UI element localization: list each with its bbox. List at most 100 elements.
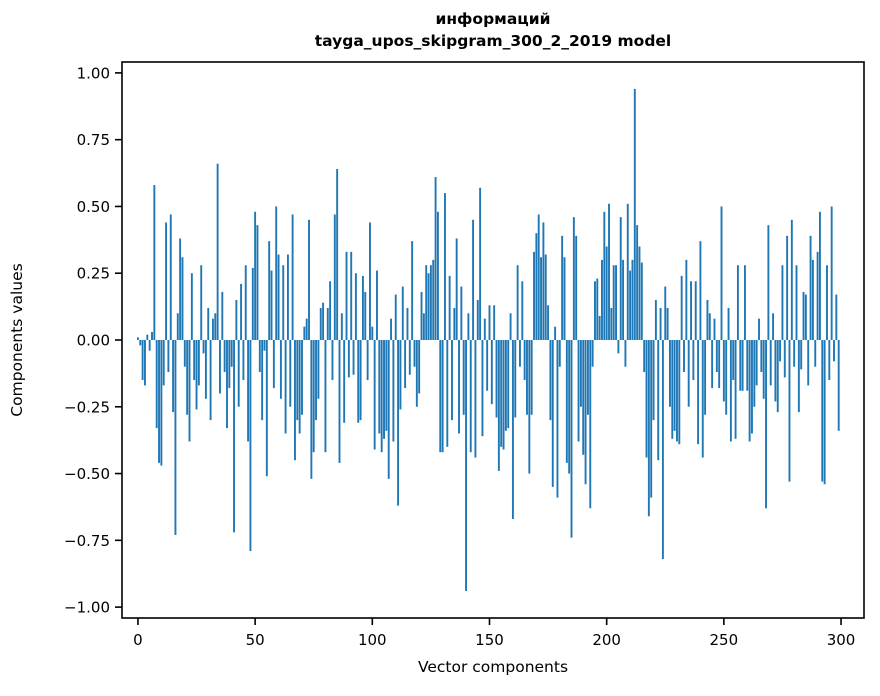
bar — [347, 340, 350, 378]
bar — [790, 219, 793, 340]
bar — [425, 265, 428, 340]
bar — [434, 177, 437, 340]
bar — [204, 340, 207, 399]
bar — [652, 340, 655, 421]
bar — [638, 246, 641, 340]
bar — [568, 340, 571, 474]
bar — [657, 340, 660, 461]
bar — [715, 340, 718, 373]
bar — [596, 278, 599, 340]
y-tick-label: −0.50 — [64, 465, 110, 483]
bar — [673, 340, 676, 431]
x-tick-label: 100 — [358, 631, 387, 649]
bar — [776, 340, 779, 413]
bar — [240, 283, 243, 340]
bar — [680, 275, 683, 340]
bar — [331, 340, 334, 381]
bar — [415, 340, 418, 407]
bar — [758, 318, 760, 340]
y-tick-label: −1.00 — [64, 599, 110, 617]
bar — [739, 340, 742, 391]
chart-title-model: tayga_upos_skipgram_300_2_2019 model — [314, 32, 672, 50]
chart-title: информаций tayga_upos_skipgram_300_2_201… — [122, 8, 864, 52]
bar — [277, 254, 280, 340]
bar — [544, 254, 547, 340]
bar — [519, 340, 521, 367]
y-tick-label: −0.75 — [64, 532, 110, 550]
bar — [495, 340, 498, 418]
bar — [823, 340, 826, 485]
bar — [788, 340, 791, 482]
bar — [422, 313, 425, 340]
bar — [397, 340, 400, 506]
bar — [751, 340, 753, 434]
x-tick-label: 200 — [592, 631, 621, 649]
bar — [814, 340, 817, 367]
bar — [793, 340, 796, 367]
bar — [795, 265, 798, 340]
bar — [626, 203, 629, 340]
bar — [811, 259, 814, 340]
bar — [558, 340, 561, 367]
bar — [242, 340, 245, 381]
bar — [308, 219, 310, 340]
bar — [678, 340, 681, 445]
bar — [631, 259, 634, 340]
bar — [237, 340, 240, 407]
bar — [608, 203, 610, 340]
x-tick-label: 150 — [475, 631, 504, 649]
bar — [136, 337, 139, 340]
bar — [333, 214, 336, 340]
bar — [371, 326, 374, 340]
bar — [186, 340, 189, 415]
bar — [256, 225, 259, 340]
bar — [465, 340, 467, 592]
bar — [359, 340, 362, 421]
bar — [523, 340, 526, 381]
bar — [174, 340, 177, 535]
bar — [511, 340, 514, 519]
bar — [221, 291, 224, 340]
bar — [153, 185, 156, 340]
bar — [640, 262, 643, 340]
bar — [549, 340, 552, 421]
bar — [244, 265, 247, 340]
y-tick-label: 0.50 — [77, 198, 110, 216]
bar — [460, 286, 463, 340]
bar — [462, 340, 465, 415]
bar — [270, 270, 273, 340]
bar — [818, 211, 821, 340]
bar — [303, 326, 306, 340]
bar — [729, 340, 732, 442]
bar — [727, 307, 730, 340]
x-axis-label: Vector components — [417, 658, 569, 676]
bar — [586, 340, 589, 415]
bar — [718, 340, 721, 389]
bar — [589, 340, 592, 509]
bar — [275, 206, 278, 340]
bar — [743, 265, 746, 340]
x-tick-label: 250 — [710, 631, 739, 649]
bar — [687, 340, 690, 407]
bar — [807, 340, 810, 386]
bar — [765, 340, 767, 509]
bar — [162, 340, 165, 386]
bar — [408, 340, 411, 375]
bar — [476, 299, 479, 340]
bar — [584, 340, 587, 485]
bar — [755, 340, 758, 386]
bar — [404, 340, 407, 389]
bar — [666, 307, 669, 340]
bar — [394, 294, 397, 340]
bar — [261, 340, 264, 421]
bar — [786, 235, 789, 340]
bar — [509, 313, 512, 340]
bar — [472, 219, 475, 340]
bar — [211, 318, 214, 340]
bar — [746, 340, 749, 391]
bar — [722, 340, 725, 402]
bar — [830, 206, 833, 340]
y-tick-label: 0.25 — [77, 265, 110, 283]
bar — [305, 318, 308, 340]
bar — [504, 340, 507, 431]
